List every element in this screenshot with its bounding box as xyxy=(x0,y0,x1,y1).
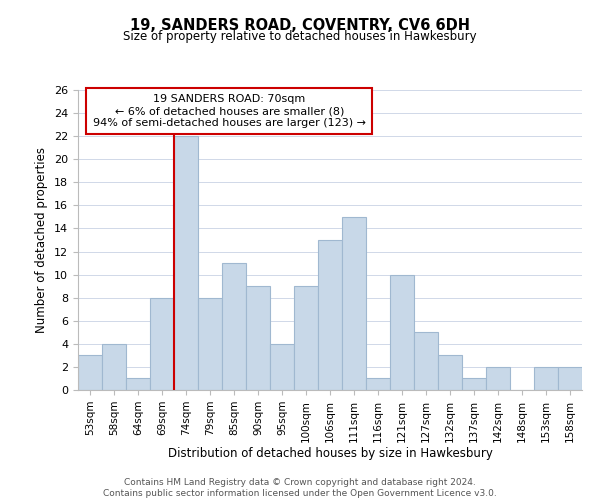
Text: 19, SANDERS ROAD, COVENTRY, CV6 6DH: 19, SANDERS ROAD, COVENTRY, CV6 6DH xyxy=(130,18,470,32)
X-axis label: Distribution of detached houses by size in Hawkesbury: Distribution of detached houses by size … xyxy=(167,448,493,460)
Bar xyxy=(222,263,246,390)
Bar xyxy=(462,378,486,390)
Bar xyxy=(438,356,462,390)
Text: Contains HM Land Registry data © Crown copyright and database right 2024.
Contai: Contains HM Land Registry data © Crown c… xyxy=(103,478,497,498)
Bar xyxy=(198,298,222,390)
Bar xyxy=(102,344,126,390)
Bar xyxy=(174,136,198,390)
Bar xyxy=(390,274,414,390)
Bar xyxy=(150,298,174,390)
Bar xyxy=(294,286,318,390)
Bar xyxy=(126,378,150,390)
Bar xyxy=(534,367,558,390)
Bar xyxy=(270,344,294,390)
Text: 19 SANDERS ROAD: 70sqm
← 6% of detached houses are smaller (8)
94% of semi-detac: 19 SANDERS ROAD: 70sqm ← 6% of detached … xyxy=(92,94,366,128)
Bar xyxy=(558,367,582,390)
Bar xyxy=(366,378,390,390)
Bar xyxy=(486,367,510,390)
Bar xyxy=(318,240,342,390)
Bar xyxy=(414,332,438,390)
Bar xyxy=(342,217,366,390)
Text: Size of property relative to detached houses in Hawkesbury: Size of property relative to detached ho… xyxy=(123,30,477,43)
Bar xyxy=(78,356,102,390)
Y-axis label: Number of detached properties: Number of detached properties xyxy=(35,147,49,333)
Bar xyxy=(246,286,270,390)
